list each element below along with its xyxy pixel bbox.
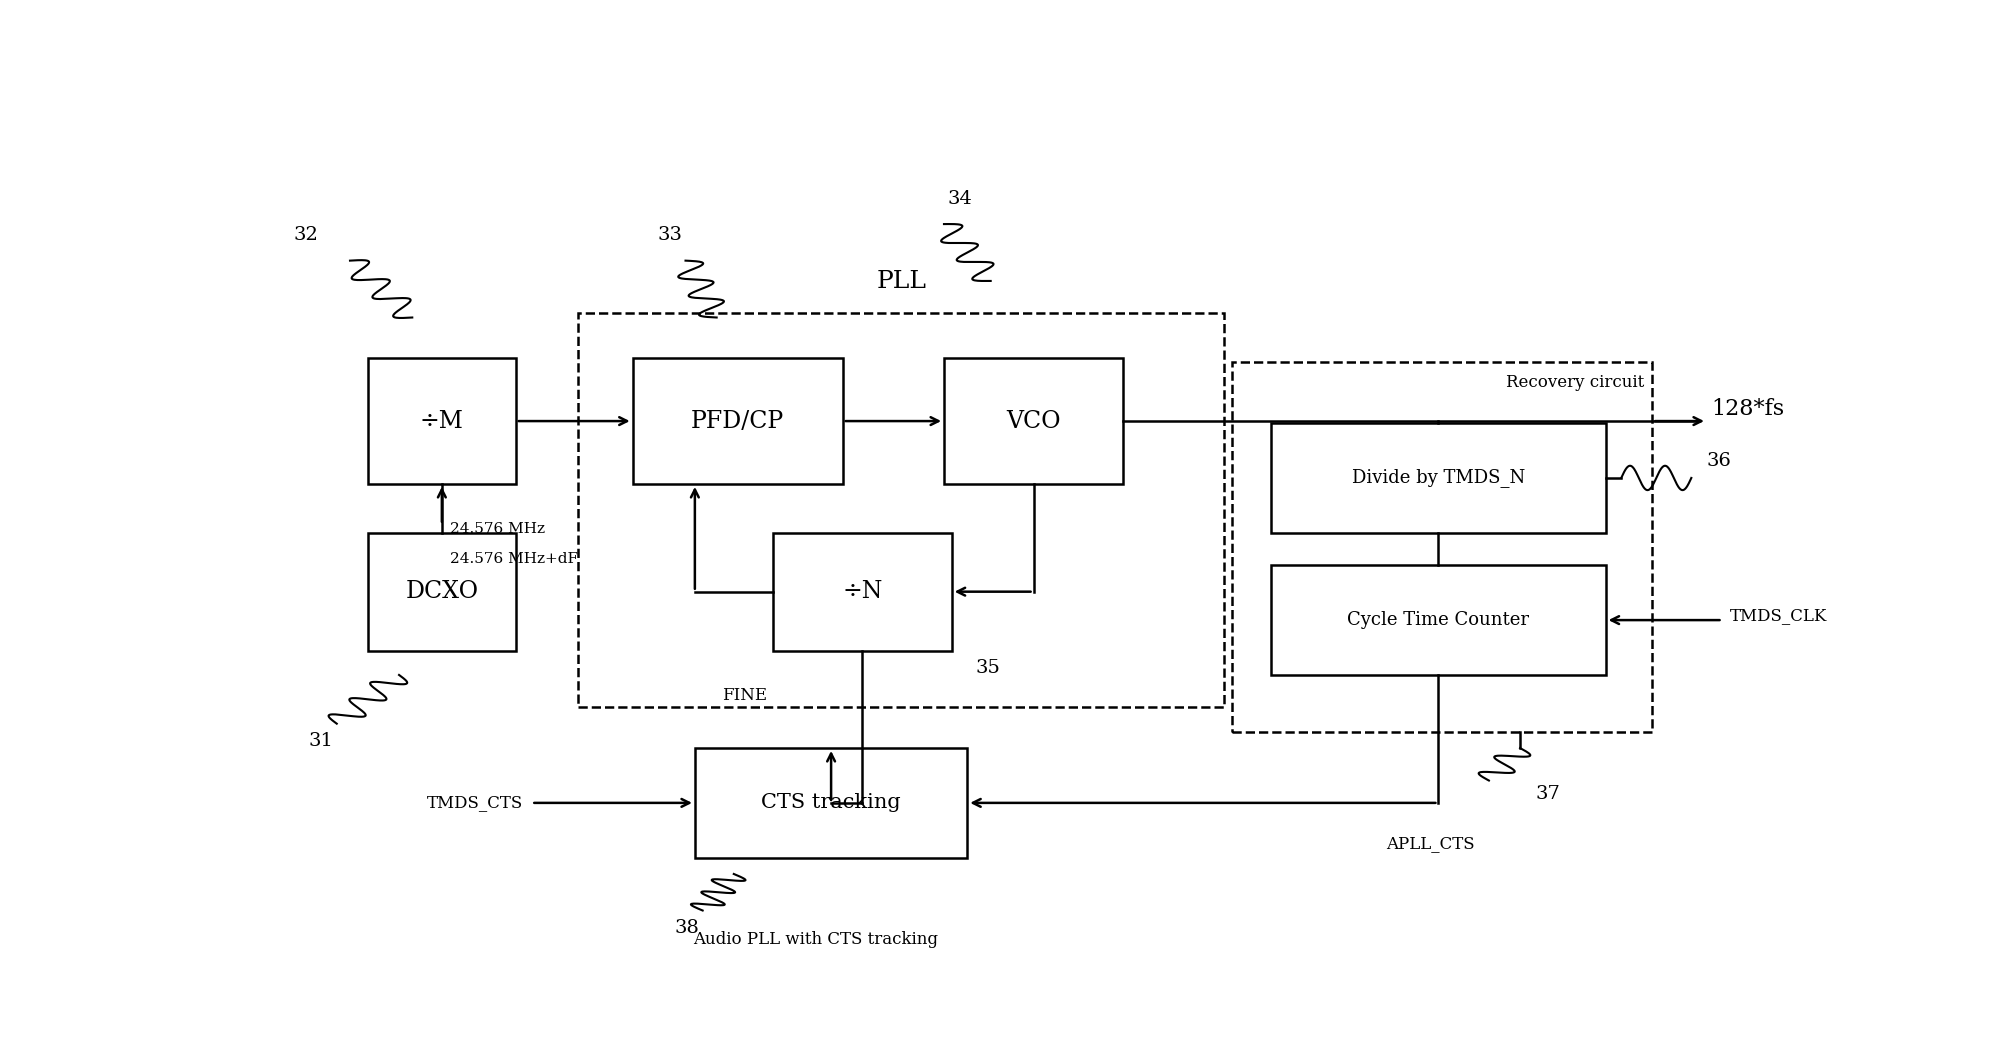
Text: Cycle Time Counter: Cycle Time Counter (1348, 611, 1529, 629)
Text: CTS tracking: CTS tracking (761, 793, 900, 812)
FancyBboxPatch shape (773, 533, 952, 651)
Text: TMDS_CTS: TMDS_CTS (428, 794, 524, 811)
Text: DCXO: DCXO (406, 580, 478, 603)
Text: PLL: PLL (876, 270, 926, 293)
Text: VCO: VCO (1007, 409, 1061, 433)
Text: FINE: FINE (721, 687, 767, 704)
Text: Divide by TMDS_N: Divide by TMDS_N (1352, 468, 1525, 487)
Text: PFD/CP: PFD/CP (691, 409, 784, 433)
FancyBboxPatch shape (368, 533, 516, 651)
FancyBboxPatch shape (1272, 565, 1605, 675)
Text: 38: 38 (675, 919, 699, 937)
Text: Audio PLL with CTS tracking: Audio PLL with CTS tracking (693, 931, 938, 947)
Text: 35: 35 (974, 658, 1000, 676)
Text: 33: 33 (657, 227, 683, 245)
Text: ÷N: ÷N (842, 580, 882, 603)
Text: TMDS_CLK: TMDS_CLK (1730, 608, 1828, 625)
Text: 128*fs: 128*fs (1712, 398, 1784, 420)
FancyBboxPatch shape (633, 358, 844, 484)
Text: 24.576 MHz: 24.576 MHz (450, 522, 544, 536)
Text: ÷M: ÷M (420, 409, 464, 433)
FancyBboxPatch shape (944, 358, 1123, 484)
Text: 37: 37 (1535, 785, 1561, 803)
FancyBboxPatch shape (1272, 423, 1605, 533)
FancyBboxPatch shape (695, 748, 968, 858)
Text: 36: 36 (1708, 452, 1732, 469)
FancyBboxPatch shape (368, 358, 516, 484)
Text: Recovery circuit: Recovery circuit (1507, 375, 1645, 391)
Text: 24.576 MHz+dF: 24.576 MHz+dF (450, 552, 579, 565)
Text: APLL_CTS: APLL_CTS (1386, 836, 1475, 852)
Text: 34: 34 (946, 190, 972, 208)
Text: 32: 32 (293, 227, 319, 245)
Text: 31: 31 (309, 732, 333, 750)
